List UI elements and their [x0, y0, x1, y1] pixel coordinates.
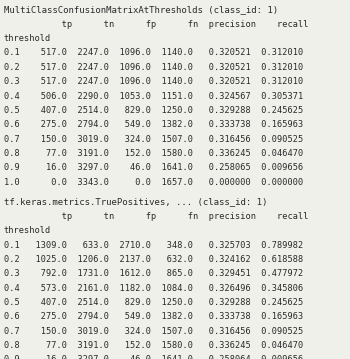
Text: 0.2    517.0  2247.0  1096.0  1140.0   0.320521  0.312010: 0.2 517.0 2247.0 1096.0 1140.0 0.320521 … — [4, 63, 303, 72]
Text: 0.8     77.0  3191.0   152.0  1580.0   0.336245  0.046470: 0.8 77.0 3191.0 152.0 1580.0 0.336245 0.… — [4, 149, 303, 158]
Text: 0.8     77.0  3191.0   152.0  1580.0   0.336245  0.046470: 0.8 77.0 3191.0 152.0 1580.0 0.336245 0.… — [4, 341, 303, 350]
Text: 0.6    275.0  2794.0   549.0  1382.0   0.333738  0.165963: 0.6 275.0 2794.0 549.0 1382.0 0.333738 0… — [4, 120, 303, 129]
Text: MultiClassConfusionMatrixAtThresholds (class_id: 1): MultiClassConfusionMatrixAtThresholds (c… — [4, 5, 278, 14]
Text: tp      tn      fp      fn  precision    recall: tp tn fp fn precision recall — [4, 20, 308, 29]
Text: tf.keras.metrics.TruePositives, ... (class_id: 1): tf.keras.metrics.TruePositives, ... (cla… — [4, 197, 267, 206]
Text: threshold: threshold — [4, 226, 51, 235]
Text: 1.0      0.0  3343.0     0.0  1657.0   0.000000  0.000000: 1.0 0.0 3343.0 0.0 1657.0 0.000000 0.000… — [4, 178, 303, 187]
Text: 0.4    506.0  2290.0  1053.0  1151.0   0.324567  0.305371: 0.4 506.0 2290.0 1053.0 1151.0 0.324567 … — [4, 92, 303, 101]
Text: 0.9     16.0  3297.0    46.0  1641.0   0.258064  0.009656: 0.9 16.0 3297.0 46.0 1641.0 0.258064 0.0… — [4, 355, 303, 359]
Text: 0.7    150.0  3019.0   324.0  1507.0   0.316456  0.090525: 0.7 150.0 3019.0 324.0 1507.0 0.316456 0… — [4, 135, 303, 144]
Text: 0.5    407.0  2514.0   829.0  1250.0   0.329288  0.245625: 0.5 407.0 2514.0 829.0 1250.0 0.329288 0… — [4, 106, 303, 115]
Text: threshold: threshold — [4, 34, 51, 43]
Text: 0.9     16.0  3297.0    46.0  1641.0   0.258065  0.009656: 0.9 16.0 3297.0 46.0 1641.0 0.258065 0.0… — [4, 163, 303, 172]
Text: 0.7    150.0  3019.0   324.0  1507.0   0.316456  0.090525: 0.7 150.0 3019.0 324.0 1507.0 0.316456 0… — [4, 327, 303, 336]
Text: 0.5    407.0  2514.0   829.0  1250.0   0.329288  0.245625: 0.5 407.0 2514.0 829.0 1250.0 0.329288 0… — [4, 298, 303, 307]
Text: 0.3    517.0  2247.0  1096.0  1140.0   0.320521  0.312010: 0.3 517.0 2247.0 1096.0 1140.0 0.320521 … — [4, 77, 303, 86]
Text: 0.2   1025.0  1206.0  2137.0   632.0   0.324162  0.618588: 0.2 1025.0 1206.0 2137.0 632.0 0.324162 … — [4, 255, 303, 264]
Text: 0.4    573.0  2161.0  1182.0  1084.0   0.326496  0.345806: 0.4 573.0 2161.0 1182.0 1084.0 0.326496 … — [4, 284, 303, 293]
Text: 0.1    517.0  2247.0  1096.0  1140.0   0.320521  0.312010: 0.1 517.0 2247.0 1096.0 1140.0 0.320521 … — [4, 48, 303, 57]
Text: 0.6    275.0  2794.0   549.0  1382.0   0.333738  0.165963: 0.6 275.0 2794.0 549.0 1382.0 0.333738 0… — [4, 312, 303, 321]
Text: 0.3    792.0  1731.0  1612.0   865.0   0.329451  0.477972: 0.3 792.0 1731.0 1612.0 865.0 0.329451 0… — [4, 269, 303, 278]
Text: tp      tn      fp      fn  precision    recall: tp tn fp fn precision recall — [4, 212, 308, 221]
Text: 0.1   1309.0   633.0  2710.0   348.0   0.325703  0.789982: 0.1 1309.0 633.0 2710.0 348.0 0.325703 0… — [4, 241, 303, 250]
